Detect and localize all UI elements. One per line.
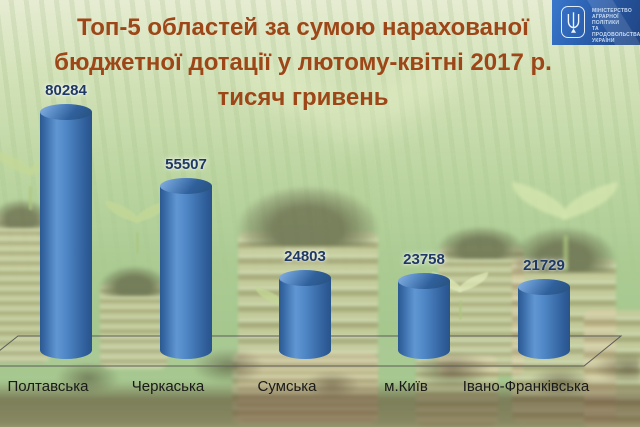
bar-value-label: 24803: [284, 248, 326, 265]
bar-cylinder-3: [279, 270, 331, 359]
bar-value-label: 21729: [523, 257, 565, 274]
coin-stack-photo: [429, 207, 533, 376]
field-rows-texture: [0, 0, 640, 300]
bar-category-label: Полтавська: [7, 378, 89, 395]
bar-cylinder-1: [40, 104, 92, 359]
bar-value-label: 55507: [165, 156, 207, 173]
chart-title-line: бюджетної дотації у лютому-квітні 2017 р…: [54, 49, 552, 76]
bar-cylinder-4: [398, 273, 450, 359]
bar-category-label: Івано-Франківська: [462, 378, 590, 395]
bar-cylinder-5: [518, 279, 570, 359]
chart-title-line: Топ-5 областей за сумою нарахованої: [77, 14, 529, 41]
chart-title: Топ-5 областей за сумою нарахованої бюдж…: [0, 10, 606, 115]
bar-value-label: 23758: [403, 251, 445, 268]
ministry-logo: МІНІСТЕРСТВО АГРАРНОЇ ПОЛІТИКИ ТА ПРОДОВ…: [552, 0, 640, 45]
bar-cylinder-2: [160, 178, 212, 359]
bar-category-label: Черкаська: [131, 378, 205, 395]
tryzub-icon: [561, 6, 585, 38]
soil-band: [0, 381, 640, 427]
chart-units-label: тисяч гривень: [217, 84, 389, 111]
bar-value-label: 80284: [45, 82, 87, 99]
bar-category-label: Сумська: [257, 378, 317, 395]
bar-category-label: м.Київ: [384, 378, 428, 395]
logo-text: МІНІСТЕРСТВО АГРАРНОЇ ПОЛІТИКИ ТА ПРОДОВ…: [592, 8, 640, 44]
